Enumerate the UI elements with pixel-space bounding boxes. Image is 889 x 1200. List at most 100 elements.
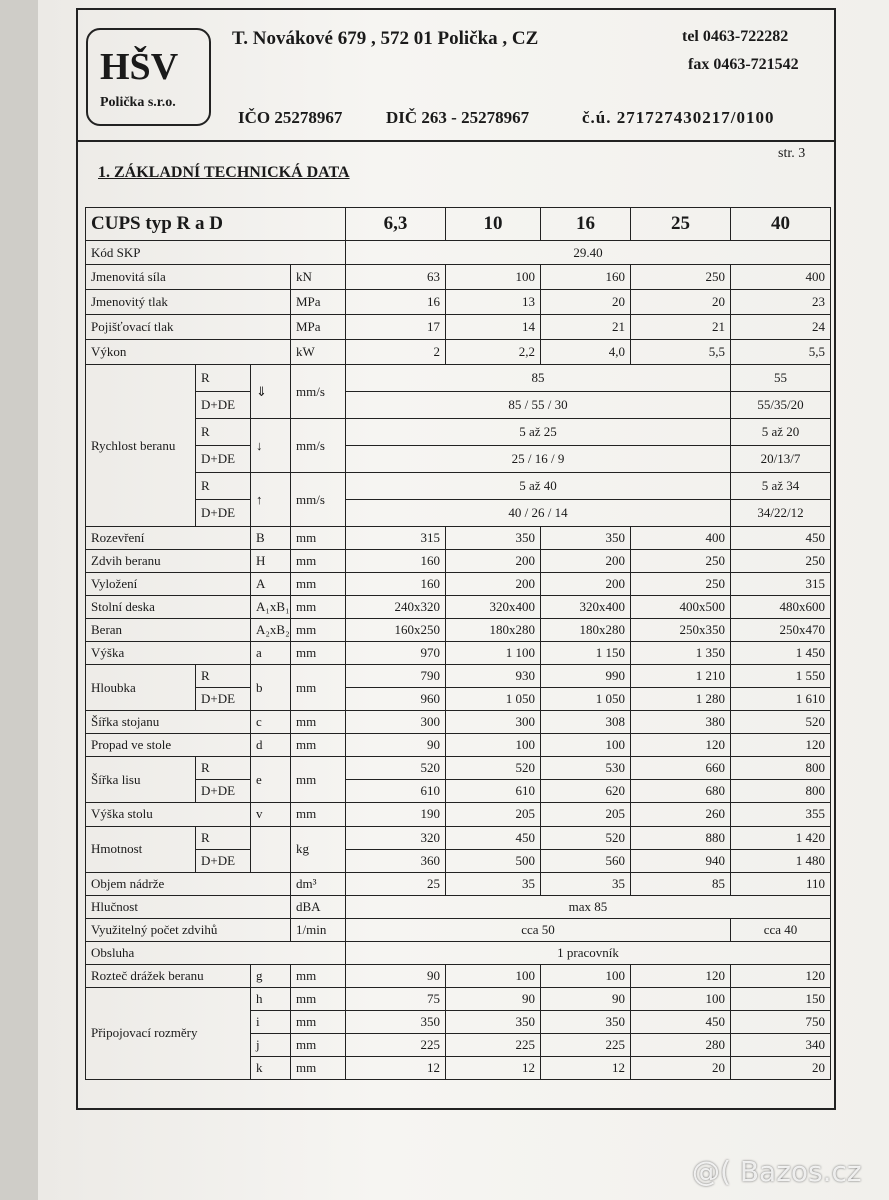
size-header: 10 <box>445 207 541 241</box>
value-cell: 16 <box>345 289 446 315</box>
row-unit: mm <box>290 572 346 597</box>
row-variant: D+DE <box>195 445 251 473</box>
value-cell: 40 / 26 / 14 <box>345 499 731 527</box>
value-cell: 5 až 40 <box>345 472 731 500</box>
value-cell: 160x250 <box>345 618 446 643</box>
value-cell: 1 280 <box>630 687 731 712</box>
size-header: 16 <box>540 207 631 241</box>
paper <box>38 0 889 1200</box>
value-cell: 380 <box>630 710 731 735</box>
row-unit: mm <box>290 710 346 735</box>
frame <box>76 8 836 1110</box>
table-title: CUPS typ R a D <box>85 207 346 241</box>
ico: IČO 25278967 <box>238 108 343 127</box>
row-symbol: i <box>250 1009 291 1034</box>
row-label: Zdvih beranu <box>85 549 251 574</box>
section-title: 1. ZÁKLADNÍ TECHNICKÁ DATA <box>98 164 350 181</box>
value-cell: 960 <box>345 687 446 712</box>
value-cell: 500 <box>445 848 541 873</box>
row-unit: kg <box>290 825 346 873</box>
value-cell: 2,2 <box>445 339 541 365</box>
value-cell: 1 050 <box>445 687 541 712</box>
value-cell: 17 <box>345 314 446 340</box>
row-variant: R <box>195 664 251 689</box>
row-symbol: v <box>250 802 291 827</box>
value-cell: 20 <box>630 289 731 315</box>
row-unit: mm <box>290 595 346 620</box>
row-unit: mm <box>290 756 346 804</box>
value-cell: 100 <box>540 963 631 988</box>
value-cell: 350 <box>345 1009 446 1034</box>
row-label: Hloubka <box>85 664 196 712</box>
value-cell: 560 <box>540 848 631 873</box>
size-header: 25 <box>630 207 731 241</box>
row-unit: mm/s <box>290 418 346 473</box>
value-cell: 280 <box>630 1032 731 1057</box>
page-number: str. 3 <box>778 146 806 161</box>
value-cell: 100 <box>445 264 541 290</box>
value-cell: 20 <box>730 1055 831 1080</box>
value-cell: 23 <box>730 289 831 315</box>
row-symbol: h <box>250 986 291 1011</box>
row-label: Šířka stojanu <box>85 710 251 735</box>
empty-cell <box>250 825 291 873</box>
row-variant: R <box>195 825 251 850</box>
row-unit: mm/s <box>290 472 346 527</box>
value-cell: 800 <box>730 756 831 781</box>
value-cell: 100 <box>540 733 631 758</box>
value-cell: 350 <box>540 526 631 551</box>
company: Polička s.r.o. <box>100 95 176 110</box>
value-cell: 240x320 <box>345 595 446 620</box>
row-label: Propad ve stole <box>85 733 251 758</box>
logo: HŠV <box>100 46 179 88</box>
watermark: @( Bazos.cz <box>692 1155 862 1188</box>
value-cell: 250 <box>630 572 731 597</box>
row-variant: D+DE <box>195 391 251 419</box>
value-cell: 120 <box>630 733 731 758</box>
row-variant: D+DE <box>195 848 251 873</box>
value-cell: 530 <box>540 756 631 781</box>
value-cell: 1 610 <box>730 687 831 712</box>
address: T. Novákové 679 , 572 01 Polička , CZ <box>232 28 539 49</box>
value-cell: 55/35/20 <box>730 391 831 419</box>
row-unit: mm <box>290 641 346 666</box>
value-cell: 13 <box>445 289 541 315</box>
value-cell: 90 <box>445 986 541 1011</box>
row-unit: mm <box>290 986 346 1011</box>
value-cell: 75 <box>345 986 446 1011</box>
row-symbol: j <box>250 1032 291 1057</box>
row-unit: mm <box>290 963 346 988</box>
tel: tel 0463-722282 <box>682 28 789 45</box>
row-variant: D+DE <box>195 779 251 804</box>
value-cell: cca 50 <box>345 917 731 942</box>
row-symbol: ↓ <box>250 418 291 473</box>
header-rule <box>76 140 836 142</box>
row-symbol: B <box>250 526 291 551</box>
value-cell: 5 až 34 <box>730 472 831 500</box>
row-unit: 1/min <box>290 917 346 942</box>
row-label: Využitelný počet zdvihů <box>85 917 291 942</box>
row-unit: mm <box>290 664 346 712</box>
value-cell: 450 <box>730 526 831 551</box>
value-cell: 340 <box>730 1032 831 1057</box>
value-cell: 320 <box>345 825 446 850</box>
row-symbol: d <box>250 733 291 758</box>
row-unit: mm <box>290 1055 346 1080</box>
value-cell: 100 <box>630 986 731 1011</box>
value-cell: 480x600 <box>730 595 831 620</box>
row-label: Jmenovitá síla <box>85 264 291 290</box>
row-unit: mm <box>290 1009 346 1034</box>
row-label: Výkon <box>85 339 291 365</box>
row-label: Pojišťovací tlak <box>85 314 291 340</box>
value-cell: 400 <box>730 264 831 290</box>
row-symbol: ↑ <box>250 472 291 527</box>
value-cell: 800 <box>730 779 831 804</box>
row-symbol: b <box>250 664 291 712</box>
value-cell: 300 <box>445 710 541 735</box>
row-symbol: A₂xB₂ <box>250 618 291 643</box>
value-cell: 35 <box>540 871 631 896</box>
value-cell: 29.40 <box>345 240 831 265</box>
value-cell: 1 210 <box>630 664 731 689</box>
value-cell: 970 <box>345 641 446 666</box>
row-label: Výška stolu <box>85 802 251 827</box>
